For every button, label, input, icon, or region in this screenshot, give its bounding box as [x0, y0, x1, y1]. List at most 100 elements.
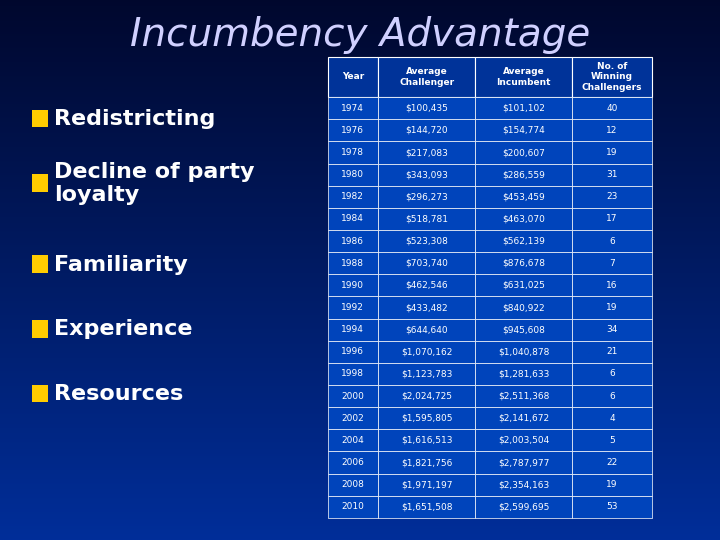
FancyBboxPatch shape: [328, 474, 378, 496]
Text: $876,678: $876,678: [503, 259, 545, 268]
Text: 1976: 1976: [341, 126, 364, 135]
Text: Resources: Resources: [54, 384, 184, 404]
FancyBboxPatch shape: [378, 164, 475, 186]
Text: 1980: 1980: [341, 170, 364, 179]
FancyBboxPatch shape: [475, 119, 572, 141]
FancyBboxPatch shape: [572, 252, 652, 274]
Text: 1996: 1996: [341, 347, 364, 356]
FancyBboxPatch shape: [328, 385, 378, 407]
FancyBboxPatch shape: [328, 429, 378, 451]
FancyBboxPatch shape: [475, 57, 572, 97]
FancyBboxPatch shape: [475, 141, 572, 164]
FancyBboxPatch shape: [328, 451, 378, 474]
Text: 2008: 2008: [341, 480, 364, 489]
FancyBboxPatch shape: [378, 319, 475, 341]
FancyBboxPatch shape: [328, 164, 378, 186]
FancyBboxPatch shape: [328, 230, 378, 252]
FancyBboxPatch shape: [378, 296, 475, 319]
Text: Decline of party
loyalty: Decline of party loyalty: [54, 162, 254, 205]
Text: $1,821,756: $1,821,756: [401, 458, 452, 467]
FancyBboxPatch shape: [32, 385, 48, 402]
FancyBboxPatch shape: [378, 141, 475, 164]
FancyBboxPatch shape: [32, 174, 48, 192]
FancyBboxPatch shape: [32, 320, 48, 338]
FancyBboxPatch shape: [378, 119, 475, 141]
Text: 23: 23: [606, 192, 618, 201]
Text: 1986: 1986: [341, 237, 364, 246]
Text: $144,720: $144,720: [405, 126, 448, 135]
Text: $523,308: $523,308: [405, 237, 448, 246]
Text: Year: Year: [342, 72, 364, 82]
Text: $2,141,672: $2,141,672: [498, 414, 549, 423]
FancyBboxPatch shape: [475, 474, 572, 496]
FancyBboxPatch shape: [328, 274, 378, 296]
FancyBboxPatch shape: [328, 407, 378, 429]
FancyBboxPatch shape: [475, 97, 572, 119]
FancyBboxPatch shape: [328, 208, 378, 230]
Text: $1,123,783: $1,123,783: [401, 369, 452, 379]
FancyBboxPatch shape: [32, 110, 48, 127]
Text: 19: 19: [606, 303, 618, 312]
FancyBboxPatch shape: [475, 496, 572, 518]
Text: $154,774: $154,774: [503, 126, 545, 135]
FancyBboxPatch shape: [378, 474, 475, 496]
Text: $1,651,508: $1,651,508: [401, 502, 452, 511]
FancyBboxPatch shape: [572, 164, 652, 186]
Text: $840,922: $840,922: [503, 303, 545, 312]
Text: 7: 7: [609, 259, 615, 268]
FancyBboxPatch shape: [328, 252, 378, 274]
FancyBboxPatch shape: [328, 97, 378, 119]
Text: 1978: 1978: [341, 148, 364, 157]
FancyBboxPatch shape: [572, 230, 652, 252]
FancyBboxPatch shape: [475, 274, 572, 296]
Text: 40: 40: [606, 104, 618, 113]
FancyBboxPatch shape: [475, 252, 572, 274]
Text: 12: 12: [606, 126, 618, 135]
FancyBboxPatch shape: [378, 208, 475, 230]
Text: Average
Challenger: Average Challenger: [399, 68, 454, 86]
Text: 21: 21: [606, 347, 618, 356]
Text: 2000: 2000: [341, 392, 364, 401]
FancyBboxPatch shape: [572, 385, 652, 407]
Text: $1,281,633: $1,281,633: [498, 369, 549, 379]
Text: Incumbency Advantage: Incumbency Advantage: [130, 16, 590, 54]
FancyBboxPatch shape: [475, 451, 572, 474]
Text: 22: 22: [606, 458, 618, 467]
FancyBboxPatch shape: [378, 252, 475, 274]
Text: $343,093: $343,093: [405, 170, 448, 179]
Text: $463,070: $463,070: [503, 214, 545, 224]
FancyBboxPatch shape: [378, 363, 475, 385]
FancyBboxPatch shape: [378, 429, 475, 451]
FancyBboxPatch shape: [572, 341, 652, 363]
Text: Redistricting: Redistricting: [54, 109, 215, 129]
Text: $703,740: $703,740: [405, 259, 448, 268]
FancyBboxPatch shape: [328, 363, 378, 385]
FancyBboxPatch shape: [328, 141, 378, 164]
Text: $286,559: $286,559: [503, 170, 545, 179]
FancyBboxPatch shape: [328, 119, 378, 141]
Text: $453,459: $453,459: [503, 192, 545, 201]
FancyBboxPatch shape: [475, 164, 572, 186]
FancyBboxPatch shape: [475, 319, 572, 341]
FancyBboxPatch shape: [475, 208, 572, 230]
FancyBboxPatch shape: [378, 496, 475, 518]
FancyBboxPatch shape: [378, 186, 475, 208]
FancyBboxPatch shape: [475, 363, 572, 385]
Text: 1982: 1982: [341, 192, 364, 201]
FancyBboxPatch shape: [572, 57, 652, 97]
FancyBboxPatch shape: [328, 296, 378, 319]
FancyBboxPatch shape: [378, 451, 475, 474]
Text: 2002: 2002: [341, 414, 364, 423]
Text: 53: 53: [606, 502, 618, 511]
Text: Familiarity: Familiarity: [54, 254, 188, 275]
Text: 17: 17: [606, 214, 618, 224]
Text: 1994: 1994: [341, 325, 364, 334]
FancyBboxPatch shape: [378, 341, 475, 363]
FancyBboxPatch shape: [572, 296, 652, 319]
FancyBboxPatch shape: [572, 319, 652, 341]
FancyBboxPatch shape: [328, 341, 378, 363]
Text: 16: 16: [606, 281, 618, 290]
FancyBboxPatch shape: [378, 407, 475, 429]
Text: 2006: 2006: [341, 458, 364, 467]
FancyBboxPatch shape: [572, 363, 652, 385]
